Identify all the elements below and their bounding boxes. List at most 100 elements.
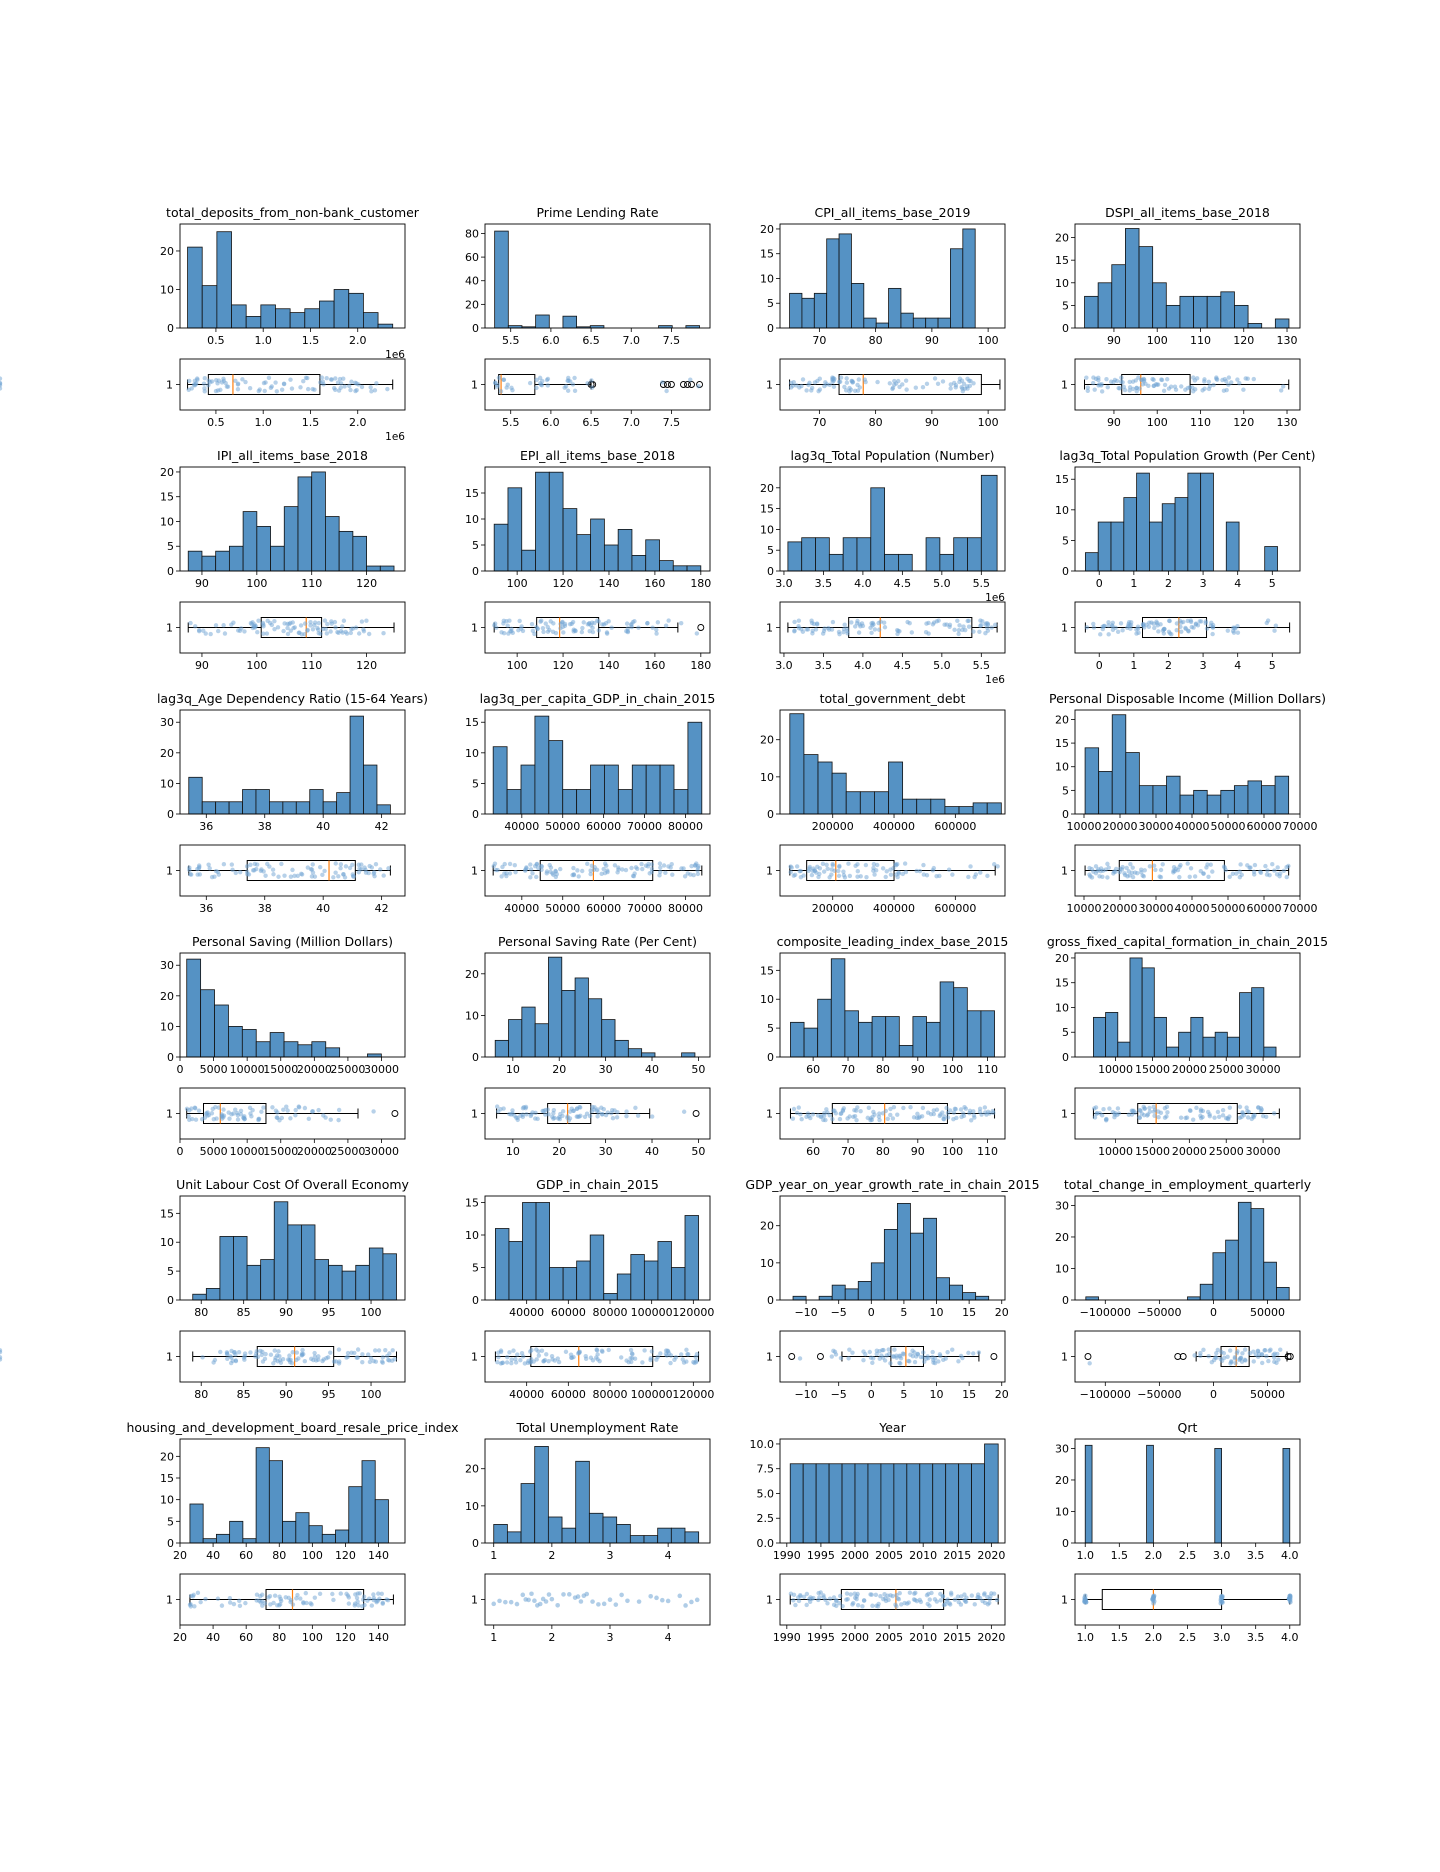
strip-point: [1156, 1114, 1161, 1120]
strip-point: [580, 868, 585, 874]
x-tick-label: 25000: [1209, 1063, 1244, 1076]
hist-title: Prime Lending Rate: [536, 205, 658, 220]
strip-point: [836, 868, 841, 874]
hist-bar: [547, 1516, 563, 1544]
hist-bar: [1282, 1448, 1291, 1544]
strip-point: [331, 875, 336, 880]
strip-point: [590, 1358, 596, 1363]
strip-point: [300, 1352, 305, 1358]
strip-point: [282, 621, 287, 626]
hist-bar: [335, 1529, 350, 1544]
hist-bar: [672, 565, 688, 572]
hist-bar: [363, 764, 378, 815]
strip-point: [926, 631, 931, 636]
strip-point: [960, 1355, 965, 1361]
strip-point: [623, 867, 629, 873]
hist-bar: [945, 1463, 960, 1544]
strip-point: [1117, 869, 1122, 875]
strip-point: [386, 866, 391, 871]
y-tick-label: 0: [767, 1051, 774, 1064]
box-x-tick-label: 3.5: [815, 659, 833, 672]
strip-point: [248, 862, 253, 868]
box-x-tick-label: 10000: [1098, 1145, 1133, 1158]
strip-point: [340, 624, 345, 629]
strip-point: [1214, 1355, 1219, 1360]
hist-bar: [1247, 780, 1262, 815]
strip-point: [679, 866, 684, 871]
strip-point: [950, 1347, 955, 1352]
strip-point: [610, 1116, 616, 1121]
strip-point: [580, 625, 585, 631]
hist-bar: [508, 1241, 523, 1301]
strip-point: [498, 1348, 504, 1353]
strip-point: [243, 379, 248, 385]
hist-bar: [1274, 318, 1290, 329]
strip-point: [328, 1117, 333, 1122]
strip-point: [491, 1601, 497, 1607]
strip-point: [924, 1356, 929, 1361]
strip-point: [994, 1597, 1000, 1603]
strip-point: [640, 866, 645, 872]
strip-point: [294, 1350, 300, 1355]
strip-point: [1082, 1593, 1088, 1599]
strip-point: [1240, 1111, 1245, 1116]
hist-bar: [858, 1021, 873, 1058]
y-tick-label: 0: [1062, 808, 1069, 821]
strip-point: [213, 868, 219, 874]
box-iqr: [1121, 374, 1191, 395]
strip-point: [0, 381, 3, 386]
y-tick-label: 80: [465, 227, 479, 240]
boxplot-16: 180 85 90 95 100: [166, 1330, 406, 1401]
hist-bar: [187, 550, 203, 572]
strip-point: [633, 1105, 638, 1111]
strip-point: [192, 1604, 197, 1609]
strip-point: [309, 1356, 314, 1362]
strip-point: [589, 863, 594, 868]
strip-point: [966, 624, 972, 629]
hist-title: lag3q_Total Population Growth (Per Cent): [1059, 448, 1315, 463]
strip-point: [335, 629, 340, 635]
hist-bar: [301, 1224, 316, 1301]
strip-point: [1237, 869, 1242, 874]
hist-bar: [659, 560, 674, 572]
strip-point: [836, 873, 842, 879]
hist-bar: [341, 1270, 357, 1301]
strip-point: [984, 620, 989, 626]
strip-point: [1098, 866, 1104, 871]
strip-point: [945, 1115, 951, 1120]
boxplot-8: 136 38 40 42: [166, 844, 406, 915]
strip-point: [329, 621, 334, 626]
y-tick-label: 10: [465, 1229, 479, 1242]
x-tick-label: 20: [995, 1306, 1009, 1319]
x-tick-label: 100: [942, 1063, 963, 1076]
strip-point: [1275, 1351, 1280, 1357]
strip-point: [528, 1360, 533, 1365]
y-tick-label: 10: [465, 1009, 479, 1022]
y-tick-label: 0: [767, 808, 774, 821]
strip-point: [272, 1348, 277, 1353]
x-tick-label: 1.0: [254, 334, 272, 347]
strip-point: [371, 1109, 376, 1114]
hist-bar: [789, 713, 805, 815]
box-x-tick-label: 120: [356, 659, 377, 672]
hist-bar: [494, 230, 509, 329]
hist-bar: [629, 1535, 645, 1544]
box-x-tick-label: 5: [900, 1388, 907, 1401]
x-tick-label: 50000: [1250, 1306, 1285, 1319]
hist-bar: [561, 990, 576, 1058]
box-y-label: 1: [471, 622, 478, 635]
strip-point: [691, 1359, 696, 1365]
strip-point: [379, 1359, 385, 1364]
x-tick-label: 3: [607, 1549, 614, 1562]
box-flier: [684, 381, 691, 388]
strip-point: [383, 1347, 388, 1353]
strip-point: [885, 1593, 890, 1598]
strip-point: [262, 1601, 268, 1606]
strip-point: [1199, 619, 1204, 624]
strip-point: [529, 1348, 534, 1353]
subplot-15: gross_fixed_capital_formation_in_chain_2…: [1047, 934, 1328, 1158]
strip-point: [510, 630, 515, 636]
strip-point: [847, 1347, 852, 1352]
